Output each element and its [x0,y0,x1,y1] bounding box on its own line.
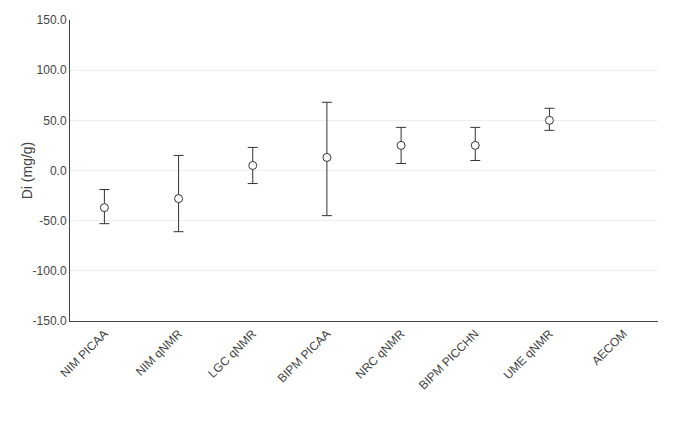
svg-text:100.0: 100.0 [37,63,67,77]
svg-text:NRC qNMR: NRC qNMR [353,327,408,382]
svg-text:NIM qNMR: NIM qNMR [133,327,185,379]
svg-text:NIM PICAA: NIM PICAA [57,327,110,380]
svg-text:UME qNMR: UME qNMR [501,327,556,382]
svg-text:Di (mg/g): Di (mg/g) [19,142,35,200]
svg-text:BIPM PICCHN: BIPM PICCHN [416,327,482,393]
svg-text:150.0: 150.0 [37,13,67,27]
svg-text:LGC qNMR: LGC qNMR [205,327,259,381]
svg-text:50.0: 50.0 [43,114,67,128]
svg-text:BIPM PICAA: BIPM PICAA [275,327,333,385]
svg-text:-100.0: -100.0 [33,264,67,278]
svg-text:-50.0: -50.0 [39,214,67,228]
svg-text:-150.0: -150.0 [33,314,67,328]
svg-text:0.0: 0.0 [50,164,67,178]
svg-text:AECOM: AECOM [589,327,630,368]
